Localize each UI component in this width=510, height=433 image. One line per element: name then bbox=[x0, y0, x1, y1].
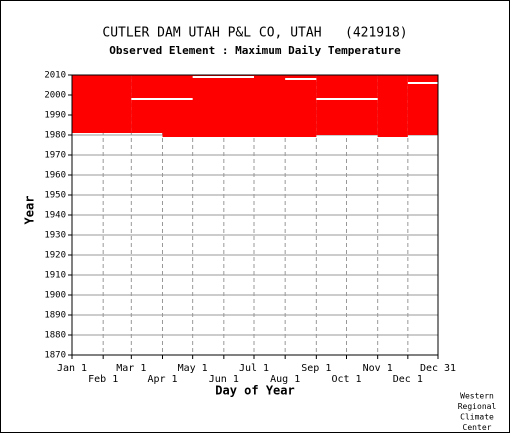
footer-text: Center bbox=[463, 423, 492, 432]
x-tick-label: Feb 1 bbox=[88, 374, 118, 385]
x-tick-label: Jul 1 bbox=[239, 363, 269, 374]
x-tick-label: Jun 1 bbox=[209, 374, 239, 385]
x-tick-label: Nov 1 bbox=[363, 363, 393, 374]
y-tick-label: 1970 bbox=[44, 151, 66, 161]
data-block bbox=[407, 75, 438, 135]
x-tick-label: Mar 1 bbox=[116, 363, 146, 374]
x-axis-label: Day of Year bbox=[215, 384, 294, 398]
footer-text: Western bbox=[460, 392, 494, 401]
x-tick-label: Apr 1 bbox=[147, 374, 177, 385]
y-tick-label: 1870 bbox=[44, 351, 66, 361]
footer-text: Climate bbox=[460, 413, 494, 422]
x-tick-label: Jan 1 bbox=[57, 363, 87, 374]
y-tick-label: 1890 bbox=[44, 311, 66, 321]
x-tick-label: Dec 1 bbox=[393, 374, 423, 385]
x-tick-label: May 1 bbox=[178, 363, 208, 374]
y-tick-label: 1910 bbox=[44, 271, 66, 281]
y-tick-label: 1980 bbox=[44, 131, 66, 141]
data-block bbox=[316, 75, 378, 135]
x-tick-label: Sep 1 bbox=[301, 363, 331, 374]
x-tick-label: Dec 31 bbox=[420, 363, 456, 374]
data-block bbox=[162, 75, 317, 137]
y-tick-label: 1940 bbox=[44, 211, 66, 221]
footer-text: Regional bbox=[458, 402, 497, 411]
data-block bbox=[377, 75, 408, 137]
chart-title: CUTLER DAM UTAH P&L CO, UTAH (421918) bbox=[102, 26, 407, 41]
y-axis-label: Year bbox=[23, 196, 37, 225]
y-tick-label: 1960 bbox=[44, 171, 66, 181]
y-tick-label: 1950 bbox=[44, 191, 66, 201]
y-tick-label: 1880 bbox=[44, 331, 66, 341]
y-tick-label: 1990 bbox=[44, 111, 66, 121]
data-block bbox=[131, 75, 163, 133]
chart-subtitle: Observed Element : Maximum Daily Tempera… bbox=[109, 44, 401, 57]
y-tick-label: 1900 bbox=[44, 291, 66, 301]
x-tick-label: Oct 1 bbox=[331, 374, 361, 385]
y-tick-label: 2000 bbox=[44, 91, 66, 101]
y-tick-label: 1930 bbox=[44, 231, 66, 241]
data-block bbox=[72, 75, 132, 133]
plot-frame bbox=[71, 74, 439, 356]
y-tick-label: 1920 bbox=[44, 251, 66, 261]
x-tick-label: Aug 1 bbox=[270, 374, 300, 385]
y-tick-label: 2010 bbox=[44, 71, 66, 81]
